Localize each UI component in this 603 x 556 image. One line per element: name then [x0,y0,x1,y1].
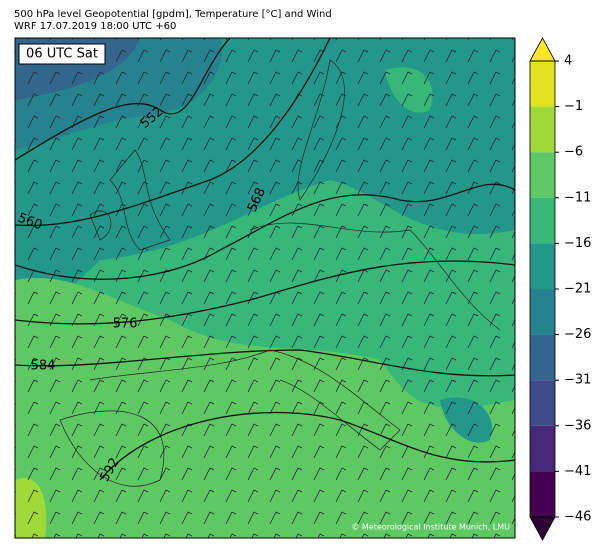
map-frame [14,37,516,539]
colorbar-band [530,471,555,517]
colorbar-tick-label: −36 [564,418,591,433]
colorbar-band [530,289,555,335]
colorbar-over [529,37,556,62]
colorbar-band [530,243,555,289]
wind-barbs [15,38,515,538]
colorbar-tick-label: −6 [564,145,583,160]
colorbar-tick-label: −21 [564,282,591,297]
colorbar-tick-label: −16 [564,236,591,251]
colorbar-tick-label: −46 [564,510,591,525]
title: 500 hPa level Geopotential [gpdm], Tempe… [14,9,332,20]
colorbar-band [530,380,555,426]
colorbar-band [530,425,555,472]
time-box [18,43,106,65]
colorbar-tick-label: −26 [564,327,591,342]
colorbar-band [530,197,555,244]
colorbar-under [529,516,556,541]
colorbar: 4 −1 −6 −11 −16 −21 −26 −31 −36 −41 −46 [529,37,591,541]
time-label: 06 UTC Sat [26,47,98,62]
colorbar-band [530,61,555,107]
colorbar-tick-label: −31 [564,373,591,388]
colorbar-tick-label: −11 [564,190,591,205]
contour-label: 576 [113,317,138,332]
colorbar-tick-label: −1 [564,99,583,114]
contour-label: 584 [31,359,56,374]
colorbar-band [530,152,555,198]
colorbar-tick-label: 4 [564,54,572,69]
contours [15,38,515,481]
colorbar-band [530,106,555,153]
coastlines [59,59,501,487]
map [15,38,515,538]
colorbar-band [530,334,555,381]
colorbar-tick-label: −41 [564,464,591,479]
credit: © Meteorological Institute Munich, LMU [351,523,510,532]
subtitle: WRF 17.07.2019 18:00 UTC +60 [14,21,176,32]
